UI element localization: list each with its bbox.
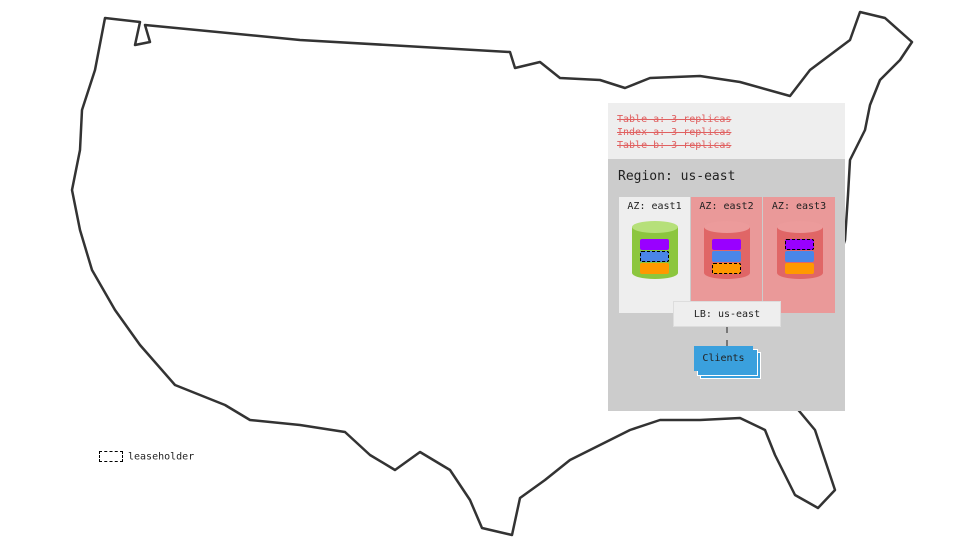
- replica-orange: [785, 263, 814, 274]
- database-icon: [777, 221, 823, 279]
- note-table-b: Table b: 3 replicas: [617, 140, 732, 151]
- replica-purple-leaseholder: [785, 239, 814, 250]
- region-us-east: Region: us-east AZ: east1 AZ: east2 AZ: …: [608, 159, 845, 411]
- clients-box: Clients: [694, 346, 753, 371]
- az-label: AZ: east1: [627, 201, 682, 212]
- legend: leaseholder: [99, 451, 194, 463]
- az-label: AZ: east2: [699, 201, 754, 212]
- az-east2: AZ: east2: [691, 197, 762, 313]
- az-east1: AZ: east1: [619, 197, 690, 313]
- connector-line: [726, 327, 728, 346]
- region-title: Region: us-east: [618, 169, 736, 184]
- replica-orange: [640, 263, 669, 274]
- replica-purple: [712, 239, 741, 250]
- legend-label: leaseholder: [128, 451, 195, 463]
- replication-notes: Table a: 3 replicas Index a: 3 replicas …: [608, 103, 845, 159]
- replica-blue: [785, 251, 814, 262]
- replica-blue: [712, 251, 741, 262]
- database-icon: [704, 221, 750, 279]
- replica-blue-leaseholder: [640, 251, 669, 262]
- load-balancer: LB: us-east: [673, 301, 781, 327]
- database-icon: [632, 221, 678, 279]
- note-table-a: Table a: 3 replicas: [617, 114, 732, 125]
- az-east3: AZ: east3: [763, 197, 835, 313]
- replica-purple: [640, 239, 669, 250]
- note-index-a: Index a: 3 replicas: [617, 127, 732, 138]
- replica-orange-leaseholder: [712, 263, 741, 274]
- leaseholder-dashed-box-icon: [99, 451, 123, 462]
- az-label: AZ: east3: [771, 201, 827, 212]
